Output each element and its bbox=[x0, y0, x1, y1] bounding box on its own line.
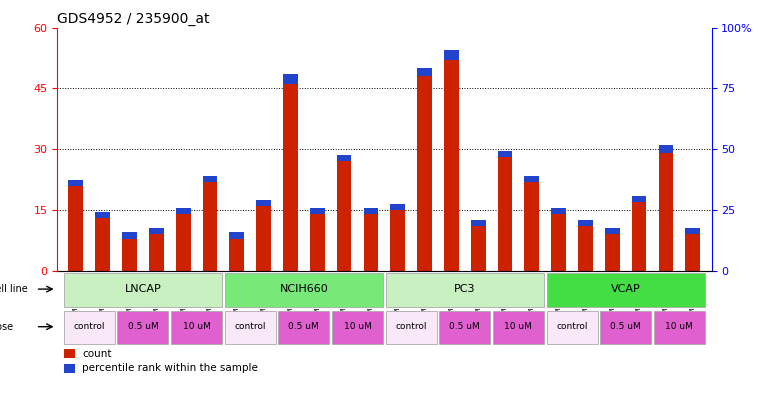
Text: count: count bbox=[82, 349, 111, 359]
Bar bbox=[336, 162, 352, 271]
Bar bbox=[68, 180, 83, 186]
Bar bbox=[578, 220, 593, 226]
Bar bbox=[524, 182, 540, 271]
Bar bbox=[686, 228, 700, 235]
Bar bbox=[600, 310, 651, 344]
Bar bbox=[632, 202, 647, 271]
Bar bbox=[417, 68, 432, 76]
Bar bbox=[256, 206, 271, 271]
Bar bbox=[364, 214, 378, 271]
Bar bbox=[336, 155, 352, 162]
Bar bbox=[176, 208, 190, 214]
Bar bbox=[686, 235, 700, 271]
Bar bbox=[149, 235, 164, 271]
Bar bbox=[310, 208, 325, 214]
Bar bbox=[310, 214, 325, 271]
Bar bbox=[122, 233, 137, 239]
Bar bbox=[332, 310, 383, 344]
Text: 10 uM: 10 uM bbox=[665, 322, 693, 331]
Text: control: control bbox=[556, 322, 587, 331]
Bar bbox=[386, 273, 544, 307]
Text: LNCAP: LNCAP bbox=[125, 284, 161, 294]
Bar bbox=[444, 50, 459, 60]
Text: 0.5 uM: 0.5 uM bbox=[450, 322, 480, 331]
Bar bbox=[498, 151, 512, 157]
Text: NCIH660: NCIH660 bbox=[279, 284, 328, 294]
Text: cell line: cell line bbox=[0, 284, 27, 294]
Text: GDS4952 / 235900_at: GDS4952 / 235900_at bbox=[57, 13, 209, 26]
Bar bbox=[471, 220, 486, 226]
Bar bbox=[283, 74, 298, 84]
Text: control: control bbox=[234, 322, 266, 331]
Bar bbox=[229, 239, 244, 271]
Bar bbox=[658, 145, 673, 153]
Bar bbox=[64, 273, 222, 307]
Text: PC3: PC3 bbox=[454, 284, 476, 294]
Bar bbox=[122, 239, 137, 271]
Text: 0.5 uM: 0.5 uM bbox=[610, 322, 641, 331]
Bar bbox=[279, 310, 330, 344]
Bar bbox=[390, 204, 405, 210]
Bar bbox=[632, 196, 647, 202]
Bar bbox=[171, 310, 222, 344]
Bar bbox=[493, 310, 544, 344]
Text: control: control bbox=[74, 322, 105, 331]
Text: 0.5 uM: 0.5 uM bbox=[128, 322, 158, 331]
Bar bbox=[64, 349, 75, 358]
Bar bbox=[578, 226, 593, 271]
Bar bbox=[283, 84, 298, 271]
Bar bbox=[364, 208, 378, 214]
Bar bbox=[546, 273, 705, 307]
Bar bbox=[654, 310, 705, 344]
Bar bbox=[256, 200, 271, 206]
Text: control: control bbox=[396, 322, 427, 331]
Bar bbox=[551, 214, 566, 271]
Bar bbox=[68, 186, 83, 271]
Bar bbox=[390, 210, 405, 271]
Bar bbox=[498, 157, 512, 271]
Bar bbox=[202, 176, 218, 182]
Bar bbox=[551, 208, 566, 214]
Text: 10 uM: 10 uM bbox=[183, 322, 211, 331]
Text: 10 uM: 10 uM bbox=[343, 322, 371, 331]
Bar bbox=[176, 214, 190, 271]
Bar bbox=[471, 226, 486, 271]
Bar bbox=[605, 228, 619, 235]
Text: dose: dose bbox=[0, 322, 13, 332]
Text: 10 uM: 10 uM bbox=[505, 322, 533, 331]
Bar bbox=[524, 176, 540, 182]
Bar bbox=[202, 182, 218, 271]
Bar bbox=[386, 310, 437, 344]
Bar bbox=[417, 76, 432, 271]
Bar bbox=[224, 273, 383, 307]
Text: 0.5 uM: 0.5 uM bbox=[288, 322, 319, 331]
Bar bbox=[64, 310, 115, 344]
Bar bbox=[64, 364, 75, 373]
Bar bbox=[546, 310, 597, 344]
Bar bbox=[229, 233, 244, 239]
Bar bbox=[224, 310, 275, 344]
Text: percentile rank within the sample: percentile rank within the sample bbox=[82, 363, 258, 373]
Bar bbox=[95, 212, 110, 218]
Bar bbox=[149, 228, 164, 235]
Text: VCAP: VCAP bbox=[611, 284, 641, 294]
Bar bbox=[605, 235, 619, 271]
Bar bbox=[658, 153, 673, 271]
Bar bbox=[117, 310, 168, 344]
Bar bbox=[439, 310, 490, 344]
Bar bbox=[95, 218, 110, 271]
Bar bbox=[444, 60, 459, 271]
